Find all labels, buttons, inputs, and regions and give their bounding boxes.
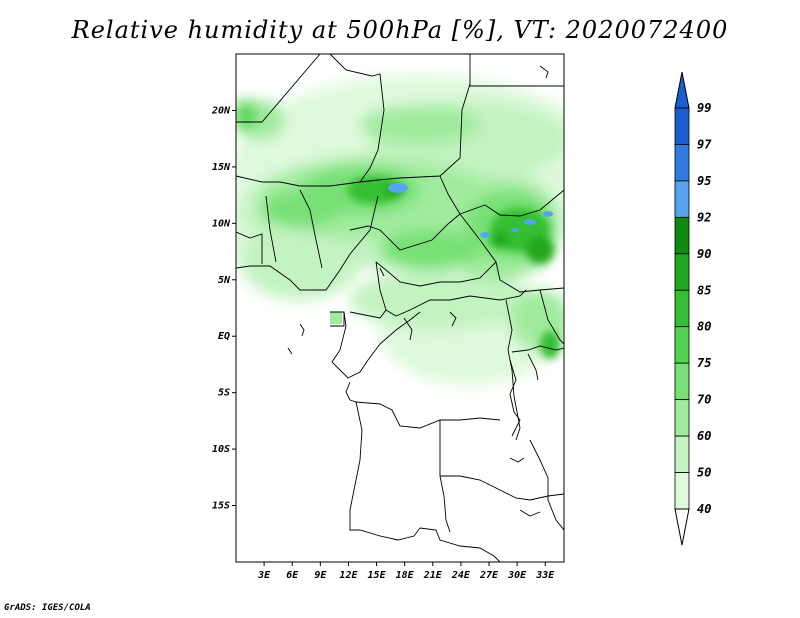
legend-under-arrow (674, 508, 690, 546)
axis-ticks: 3E 6E 9E 12E 15E 18E 21E 24E 27E 30E 33E 20N 15N 10N 5… (211, 105, 555, 581)
lon-tick-label: 30E (507, 570, 527, 581)
legend-level-label: 50 (697, 466, 711, 480)
map-title: Relative humidity at 500hPa [%], VT: 202… (71, 16, 729, 44)
lat-tick-label: 20N (211, 105, 231, 116)
lat-tick-label: 5S (218, 388, 230, 399)
legend-color-swatch (674, 435, 690, 473)
lat-tick-label: EQ (218, 331, 230, 342)
lat-tick-label: 15N (212, 162, 231, 173)
lon-tick-label: 33E (535, 570, 555, 581)
legend-color-swatch (674, 362, 690, 401)
legend-color-swatch (674, 326, 690, 364)
legend-level-label: 40 (697, 502, 711, 516)
legend-color-swatch (674, 144, 690, 182)
lon-tick-label: 15E (368, 570, 387, 581)
legend-color-swatch (674, 399, 690, 437)
legend-color-swatch (674, 180, 690, 218)
legend-color-swatch (674, 107, 690, 145)
legend-color-swatch (674, 472, 690, 510)
lon-tick-label: 9E (314, 570, 327, 581)
legend-level-label: 75 (697, 356, 711, 370)
lat-tick-label: 5N (218, 275, 231, 286)
lon-tick-label: 21E (423, 570, 443, 581)
color-legend: 99 97 95 92 90 85 80 75 70 60 50 40 (674, 71, 712, 546)
legend-level-label: 92 (697, 210, 711, 224)
legend-level-label: 60 (697, 429, 711, 443)
legend-color-swatch (674, 216, 690, 255)
lat-tick-label: 10S (212, 444, 230, 455)
legend-level-label: 99 (697, 101, 711, 115)
lat-tick-label: 10N (212, 218, 231, 229)
credit-label: GrADS: IGES/COLA (4, 603, 91, 613)
lat-tick-label: 15S (212, 501, 230, 512)
legend-level-label: 85 (697, 283, 711, 297)
legend-level-label: 80 (697, 320, 711, 334)
legend-color-swatch (674, 289, 690, 328)
lon-tick-label: 27E (479, 570, 499, 581)
plot-frame (235, 53, 565, 563)
legend-level-label: 90 (697, 247, 711, 261)
country-borders (236, 54, 564, 562)
legend-level-label: 70 (697, 393, 711, 407)
legend-color-swatch (674, 253, 690, 291)
legend-over-arrow (674, 71, 690, 109)
lon-tick-label: 6E (286, 570, 299, 581)
lon-tick-label: 3E (257, 570, 271, 581)
lon-tick-label: 24E (451, 570, 471, 581)
lon-tick-label: 12E (339, 570, 358, 581)
lon-tick-label: 18E (396, 570, 415, 581)
legend-level-label: 97 (697, 137, 712, 151)
legend-level-label: 95 (697, 174, 711, 188)
